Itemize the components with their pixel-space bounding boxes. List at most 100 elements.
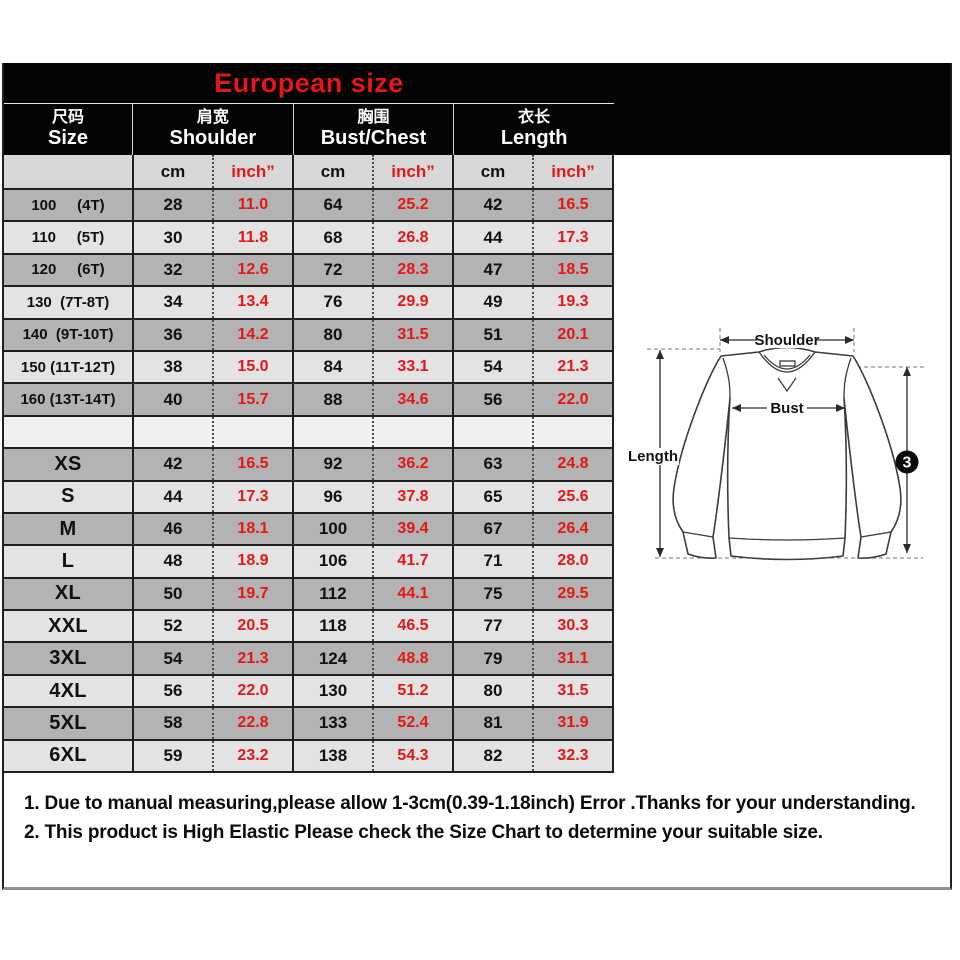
inch-value: 15.7 (212, 384, 292, 415)
cm-value: 71 (452, 546, 532, 577)
table-row: 130 (7T-8T) 34 13.4 76 29.9 49 19.3 (4, 287, 614, 320)
size-cell: L (61, 549, 75, 572)
inch-value: 48.8 (372, 643, 452, 674)
cm-value: 138 (292, 740, 372, 772)
inch-value: 31.9 (532, 708, 612, 739)
cm-value: 88 (292, 384, 372, 415)
size-cell: 140 (9T-10T) (22, 326, 114, 344)
inch-value (532, 416, 612, 448)
size-cell: M (59, 517, 77, 540)
badge-3-number: 3 (903, 455, 912, 472)
cm-value: 59 (132, 740, 212, 772)
cm-value: 133 (292, 708, 372, 739)
cm-value: 40 (132, 384, 212, 415)
cm-value: 84 (292, 351, 372, 383)
table-row: 100 (4T) 28 11.0 64 25.2 42 16.5 (4, 190, 614, 223)
size-cell: XXL (48, 614, 88, 637)
inch-value: 18.5 (532, 254, 612, 286)
table-rows: 100 (4T) 28 11.0 64 25.2 42 16.5 110 (5T) 30 11.8… (4, 190, 614, 774)
inch-value: 21.3 (532, 351, 612, 383)
size-cell: S (61, 485, 75, 508)
cm-value: 49 (452, 287, 532, 318)
cm-value: 92 (292, 449, 372, 480)
header-shoulder-zh: 肩宽 (196, 108, 229, 126)
inch-value: 23.2 (212, 740, 292, 772)
table-row (4, 416, 614, 450)
cm-value (452, 416, 532, 448)
cm-value: 58 (132, 708, 212, 739)
cm-value: 30 (132, 222, 212, 253)
inch-value: 31.5 (372, 319, 452, 350)
inch-value: 12.6 (212, 254, 292, 286)
cm-value: 100 (292, 513, 372, 545)
header-bust: 胸围 Bust/Chest (292, 104, 454, 155)
unit-cm-bust: cm (292, 155, 372, 188)
cm-value: 77 (452, 611, 532, 642)
unit-cm-length: cm (452, 155, 532, 188)
inch-value: 15.0 (212, 351, 292, 383)
shoulder-diagram-label: Shoulder (754, 332, 819, 349)
inch-value: 31.1 (532, 643, 612, 674)
cm-value: 51 (452, 319, 532, 350)
inch-value: 14.2 (212, 319, 292, 350)
header-size: 尺码 Size (4, 104, 132, 155)
cm-value: 42 (132, 449, 212, 480)
inch-value: 30.3 (532, 611, 612, 642)
unit-inch-length: inch” (532, 155, 612, 188)
header-size-zh: 尺码 (51, 108, 84, 126)
inch-value: 16.5 (212, 449, 292, 480)
note-line-2: 2. This product is High Elastic Please c… (24, 822, 823, 843)
cm-value: 47 (452, 254, 532, 286)
inch-value: 22.0 (532, 384, 612, 415)
header-bust-en: Bust/Chest (320, 127, 427, 150)
unit-inch-bust: inch” (372, 155, 452, 188)
table-row: XS 42 16.5 92 36.2 63 24.8 (4, 449, 614, 482)
inch-value: 54.3 (372, 740, 452, 772)
inch-value: 20.1 (532, 319, 612, 350)
table-row: 150 (11T-12T) 38 15.0 84 33.1 54 21.3 (4, 351, 614, 385)
table-row: 6XL 59 23.2 138 54.3 82 32.3 (4, 740, 614, 774)
inch-value: 28.3 (372, 254, 452, 286)
inch-value: 32.3 (532, 740, 612, 772)
inch-value: 29.9 (372, 287, 452, 318)
cm-value: 46 (132, 513, 212, 545)
cm-value: 68 (292, 222, 372, 253)
size-cell: 5XL (49, 711, 87, 734)
cm-value: 63 (452, 449, 532, 480)
header-bust-zh: 胸围 (357, 108, 390, 126)
note-line-1: 1. Due to manual measuring,please allow … (24, 793, 916, 814)
cm-value: 124 (292, 643, 372, 674)
size-cell: 3XL (49, 647, 87, 670)
cm-value: 130 (292, 675, 372, 707)
size-cell (4, 417, 132, 447)
inch-value: 11.0 (212, 190, 292, 221)
cm-value: 80 (292, 319, 372, 350)
header-band: European size 尺码 Size 肩宽 Shoulder 胸围 Bus… (4, 63, 950, 155)
cm-value: 52 (132, 611, 212, 642)
size-cell: 120 (6T) (31, 261, 105, 279)
cm-value (132, 416, 212, 448)
inch-value: 44.1 (372, 578, 452, 610)
header-length-en: Length (500, 127, 568, 150)
inch-value: 51.2 (372, 675, 452, 707)
cm-value: 72 (292, 254, 372, 286)
size-cell: XS (54, 452, 82, 475)
header-shoulder-en: Shoulder (169, 127, 257, 150)
inch-value: 22.0 (212, 675, 292, 707)
sweater-details (682, 351, 892, 541)
bust-diagram-label: Bust (770, 400, 803, 417)
table-row: L 48 18.9 106 41.7 71 28.0 (4, 546, 614, 579)
inch-value: 19.3 (532, 287, 612, 318)
header-length: 衣长 Length (453, 104, 614, 155)
inch-value: 18.1 (212, 513, 292, 545)
unit-blank-cell (4, 155, 132, 188)
size-cell: 4XL (49, 679, 87, 702)
inch-value: 46.5 (372, 611, 452, 642)
inch-value: 26.8 (372, 222, 452, 253)
inch-value: 24.8 (532, 449, 612, 480)
size-cell: 6XL (49, 744, 87, 767)
inch-value: 13.4 (212, 287, 292, 318)
table-row: 110 (5T) 30 11.8 68 26.8 44 17.3 (4, 222, 614, 255)
column-header-row: 尺码 Size 肩宽 Shoulder 胸围 Bust/Chest 衣长 Len… (4, 103, 614, 155)
sweater-outline (672, 346, 902, 561)
